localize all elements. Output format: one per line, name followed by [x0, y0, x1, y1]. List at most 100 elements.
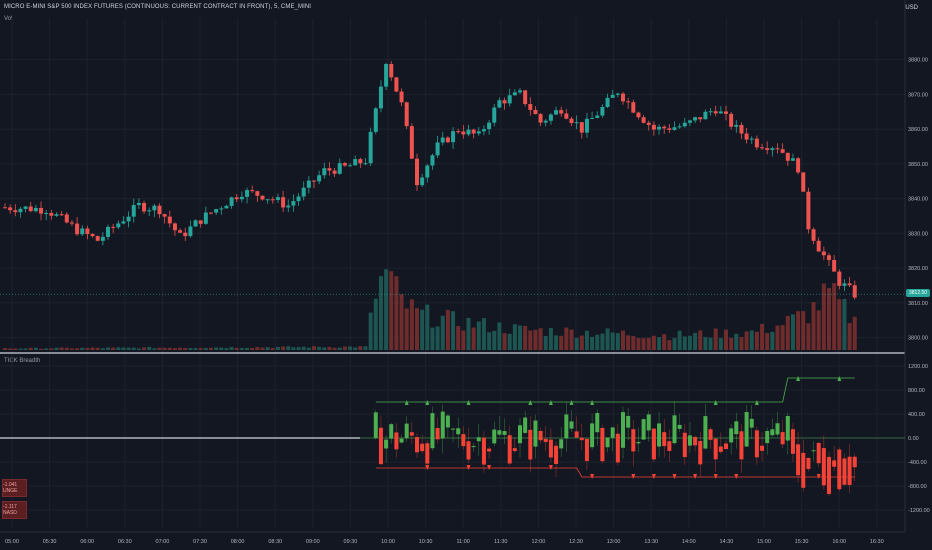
tick-bar — [600, 427, 605, 462]
candle-body — [801, 172, 806, 192]
volume-bar — [682, 336, 687, 350]
volume-bar — [384, 269, 389, 350]
volume-bar — [275, 346, 280, 350]
time-axis-tick: 11:00 — [457, 539, 470, 545]
currency-label: USD — [905, 5, 918, 11]
candle-body — [183, 232, 188, 237]
time-axis-tick: 13:00 — [607, 539, 621, 545]
candle-body — [147, 210, 152, 212]
volume-bar — [538, 328, 543, 350]
candle-body — [157, 205, 162, 215]
candle-body — [214, 209, 219, 213]
volume-bar — [172, 348, 177, 350]
tick-bar — [502, 431, 507, 435]
tick-bar — [796, 444, 801, 476]
volume-bar — [368, 312, 373, 350]
time-axis-tick: 15:30 — [795, 539, 809, 545]
tick-extreme-down-marker — [713, 474, 718, 479]
candle-body — [162, 214, 167, 217]
candle-body — [291, 201, 296, 206]
tick-bar — [590, 423, 595, 448]
candle-body — [286, 205, 291, 208]
volume-bar — [8, 348, 13, 350]
volume-bar — [312, 346, 316, 350]
tick-axis-tick: -1200.00 — [908, 508, 930, 514]
volume-bar — [595, 334, 600, 350]
candle-body — [440, 137, 445, 143]
tick-bar — [729, 428, 734, 443]
tick-bar — [579, 437, 584, 441]
volume-bar — [631, 336, 636, 350]
candle-body — [595, 115, 600, 119]
volume-bar — [100, 348, 105, 350]
volume-bar — [95, 347, 100, 350]
volume-bar — [183, 347, 188, 350]
volume-bar — [13, 348, 18, 350]
volume-bar — [600, 333, 605, 350]
volume-bar — [518, 325, 522, 350]
tick-bar — [811, 450, 816, 452]
candle-body — [399, 91, 404, 103]
volume-bar — [693, 332, 698, 350]
candle-body — [126, 216, 131, 222]
tick-axis-tick: 800.00 — [908, 388, 925, 394]
tick-bar — [821, 448, 826, 486]
tick-extreme-up-marker — [548, 400, 553, 405]
candle-body — [28, 206, 33, 212]
candle-body — [384, 64, 389, 87]
candle-body — [657, 126, 662, 130]
candle-body — [780, 149, 785, 153]
volume-bar — [229, 347, 234, 350]
candle-body — [13, 210, 18, 213]
candle-body — [554, 110, 559, 115]
tick-bar — [492, 429, 497, 444]
tick-extreme-down-marker — [590, 474, 595, 479]
volume-bar — [605, 328, 610, 350]
tick-bar — [816, 442, 821, 464]
tick-bar — [852, 456, 857, 468]
tick-extreme-down-marker — [734, 474, 739, 479]
tick-bar — [718, 446, 723, 452]
candle-body — [142, 203, 147, 212]
tick-bar — [832, 460, 837, 467]
volume-bar — [481, 318, 486, 350]
tick-axis-tick: 1200.00 — [908, 364, 928, 370]
candle-body — [167, 216, 172, 224]
volume-bar — [239, 348, 244, 350]
candle-body — [641, 117, 646, 123]
volume-bar — [584, 330, 589, 350]
volume-bar — [358, 346, 363, 350]
time-axis-tick: 06:30 — [118, 539, 132, 545]
volume-bar — [136, 348, 141, 350]
candle-body — [497, 100, 502, 108]
tick-bar — [651, 428, 656, 460]
volume-bar — [317, 346, 322, 350]
tick-bar — [842, 458, 847, 485]
tick-bar — [636, 441, 641, 444]
candle-body — [265, 199, 270, 201]
tick-extreme-down-marker — [548, 465, 553, 470]
volume-bar — [224, 348, 229, 350]
volume-bar — [507, 333, 512, 350]
tick-bar — [621, 412, 625, 448]
time-axis-tick: 14:00 — [682, 539, 696, 545]
tick-bar — [765, 431, 770, 444]
tick-bar — [394, 432, 399, 450]
tick-upper-band — [375, 377, 855, 403]
candle-body — [677, 126, 682, 128]
candle-body — [373, 108, 378, 132]
price-axis-tick: 3850.00 — [908, 162, 928, 168]
time-axis-tick: 16:00 — [832, 539, 846, 545]
candle-body — [44, 213, 49, 215]
tick-bar — [440, 411, 445, 439]
volume-bar — [415, 308, 419, 350]
volume-bar — [739, 337, 744, 350]
volume-bar — [610, 332, 615, 350]
volume-bar — [492, 330, 497, 350]
volume-bar — [445, 309, 450, 350]
volume-bar — [85, 347, 90, 350]
candle-body — [827, 255, 831, 260]
candle-body — [435, 142, 440, 156]
tick-bar — [801, 452, 806, 488]
